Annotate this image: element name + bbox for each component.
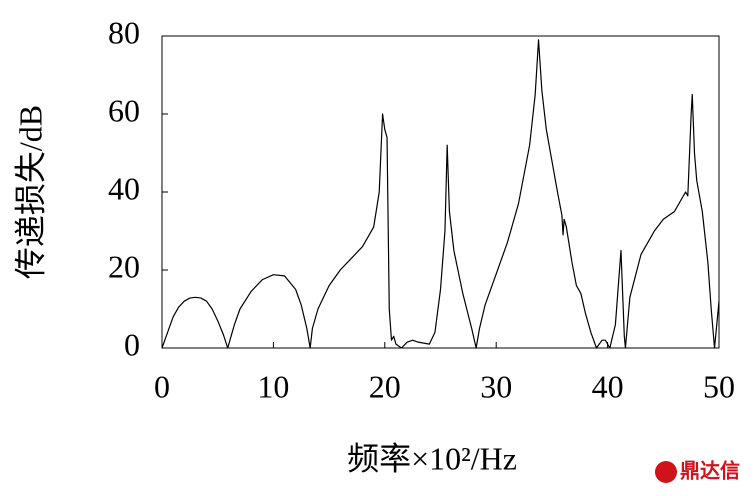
x-tick-label: 0	[154, 368, 170, 404]
y-tick-label: 40	[108, 170, 140, 206]
x-tick-label: 20	[369, 368, 401, 404]
x-tick-label: 30	[480, 368, 512, 404]
y-tick-label: 60	[108, 92, 140, 128]
watermark-logo	[655, 461, 677, 483]
x-tick-label: 40	[592, 368, 624, 404]
x-tick-label: 10	[257, 368, 289, 404]
y-axis-label: 传递损失/dB	[12, 105, 48, 279]
x-axis-label: 频率×10²/Hz	[347, 440, 517, 476]
x-tick-label: 50	[703, 368, 735, 404]
y-tick-label: 80	[108, 14, 140, 50]
y-tick-label: 0	[124, 326, 140, 362]
y-tick-label: 20	[108, 248, 140, 284]
watermark: 鼎达信	[680, 459, 740, 483]
data-line	[161, 39, 720, 349]
watermark-group: 鼎达信	[655, 459, 740, 483]
